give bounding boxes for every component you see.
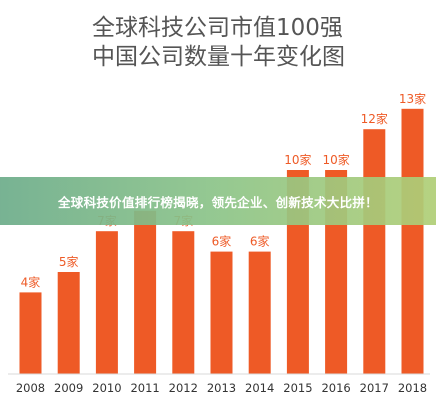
x-tick-2009: 2009 bbox=[54, 381, 83, 395]
data-label-2015: 10家 bbox=[284, 152, 311, 167]
chart-title: 全球科技公司市值100强 中国公司数量十年变化图 bbox=[92, 14, 345, 72]
x-tick-2011: 2011 bbox=[130, 381, 159, 395]
data-label-2008: 4家 bbox=[21, 274, 41, 289]
bar-2014 bbox=[248, 251, 271, 374]
x-tick-2012: 2012 bbox=[169, 381, 198, 395]
bar-2013 bbox=[210, 251, 233, 374]
x-tick-2018: 2018 bbox=[398, 381, 427, 395]
x-tick-2013: 2013 bbox=[207, 381, 236, 395]
bar-2018 bbox=[401, 108, 424, 375]
bar-2008 bbox=[19, 292, 42, 374]
chart-title-line-2: 中国公司数量十年变化图 bbox=[92, 44, 345, 70]
data-label-2013: 6家 bbox=[212, 234, 232, 249]
x-tick-2015: 2015 bbox=[283, 381, 312, 395]
data-label-2014: 6家 bbox=[250, 234, 270, 249]
promo-banner: 全球科技价值排行榜揭晓，领先企业、创新技术大比拼！ bbox=[0, 177, 436, 225]
bar-2010 bbox=[95, 231, 118, 374]
data-label-2016: 10家 bbox=[322, 152, 349, 167]
data-label-2018: 13家 bbox=[399, 91, 426, 106]
bar-2011 bbox=[134, 210, 157, 374]
chart-title-line-1: 全球科技公司市值100强 bbox=[92, 15, 343, 41]
x-tick-2014: 2014 bbox=[245, 381, 274, 395]
x-tick-2016: 2016 bbox=[321, 381, 350, 395]
bar-2017 bbox=[363, 129, 386, 374]
data-label-2009: 5家 bbox=[59, 254, 79, 269]
x-tick-2010: 2010 bbox=[92, 381, 121, 395]
banner-text: 全球科技价值排行榜揭晓，领先企业、创新技术大比拼！ bbox=[57, 194, 378, 210]
data-label-2017: 12家 bbox=[361, 111, 388, 126]
bar-2009 bbox=[57, 272, 80, 374]
x-tick-2017: 2017 bbox=[360, 381, 389, 395]
x-tick-labels-layer: 2008 2009 2010 2011 2012 2013 2014 2015 2016 2017… bbox=[16, 381, 427, 395]
bar-2012 bbox=[172, 231, 195, 374]
x-tick-2008: 2008 bbox=[16, 381, 45, 395]
